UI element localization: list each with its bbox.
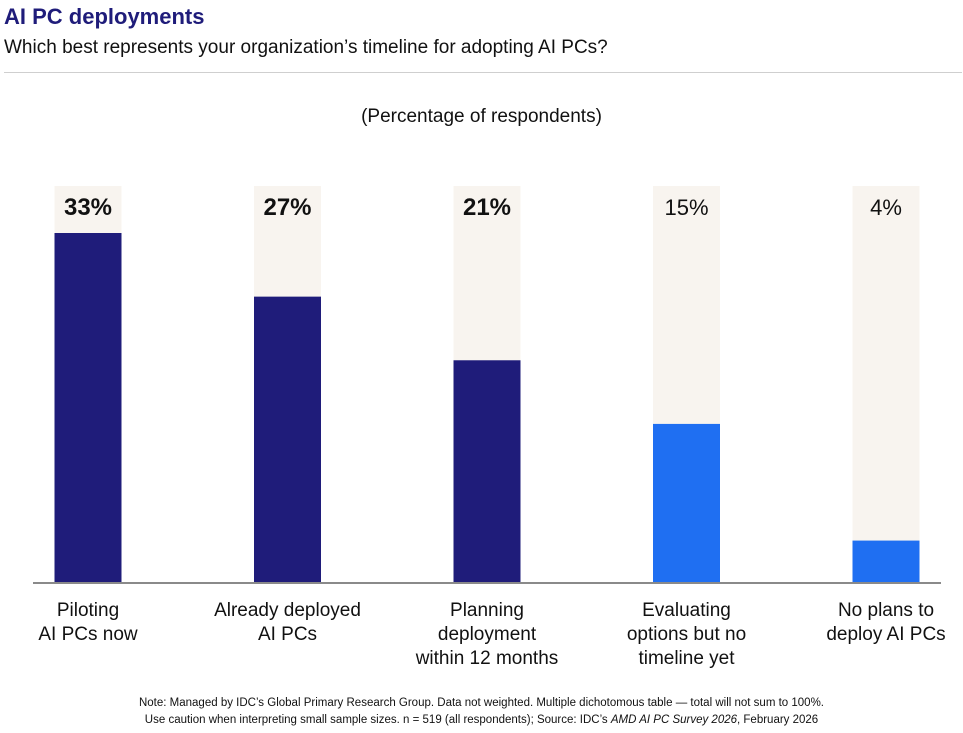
bar-track bbox=[852, 186, 920, 583]
chart-subtitle: Which best represents your organization’… bbox=[4, 37, 608, 58]
category-label: Evaluating bbox=[642, 600, 731, 621]
category-label: deploy AI PCs bbox=[826, 624, 945, 645]
bar bbox=[653, 423, 720, 583]
data-label: 21% bbox=[463, 194, 511, 221]
category-label: Planning bbox=[450, 600, 524, 621]
footnote-prefix: Use caution when interpreting small samp… bbox=[144, 714, 611, 726]
bar bbox=[254, 296, 321, 583]
footnote-source: AMD AI PC Survey 2026 bbox=[610, 714, 738, 726]
footnote-line-1: Note: Managed by IDC’s Global Primary Re… bbox=[138, 697, 824, 709]
category-label: options but no bbox=[627, 624, 746, 645]
category-label: deployment bbox=[438, 624, 537, 645]
category-label: timeline yet bbox=[638, 648, 735, 669]
category-label: No plans to bbox=[838, 600, 934, 621]
category-label: AI PCs now bbox=[38, 624, 138, 645]
category-label: Already deployed bbox=[214, 600, 361, 621]
category-label: Piloting bbox=[57, 600, 119, 621]
data-label: 4% bbox=[870, 195, 902, 220]
divider bbox=[4, 72, 962, 73]
y-axis-label: (Percentage of respondents) bbox=[361, 106, 602, 127]
footnote-suffix: , February 2026 bbox=[737, 714, 819, 726]
bar bbox=[852, 540, 920, 583]
chart-title: AI PC deployments bbox=[4, 4, 205, 29]
data-label: 33% bbox=[64, 194, 112, 221]
bar bbox=[54, 233, 122, 583]
bar-chart: 33% Piloting AI PCs now 27% Already deployed… bbox=[33, 186, 946, 669]
data-label: 15% bbox=[664, 195, 708, 220]
footnote-line-2: Use caution when interpreting small samp… bbox=[0, 714, 963, 726]
category-label: within 12 months bbox=[415, 648, 559, 669]
data-label: 27% bbox=[263, 194, 311, 221]
category-label: AI PCs bbox=[258, 624, 317, 645]
bar bbox=[453, 360, 521, 583]
